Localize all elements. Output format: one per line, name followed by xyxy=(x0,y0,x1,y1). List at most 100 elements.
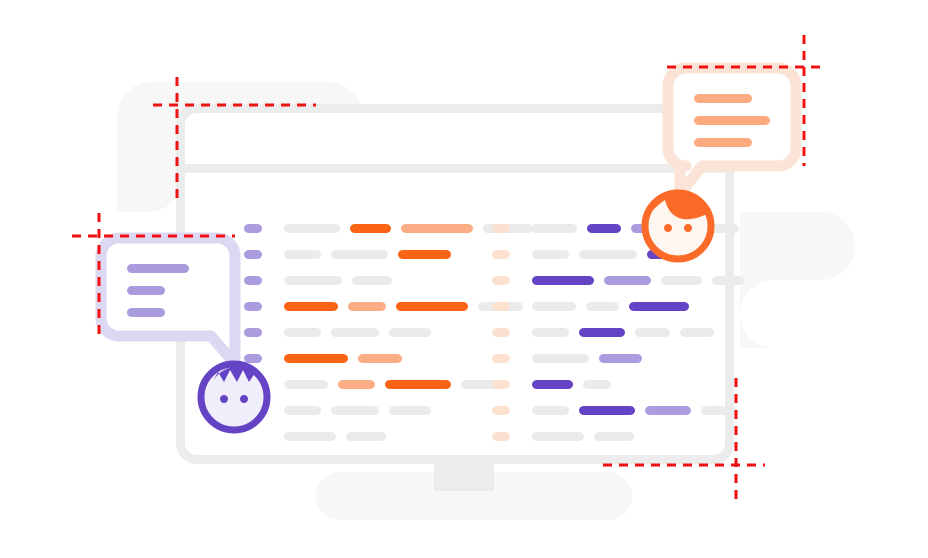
code-token xyxy=(532,432,584,441)
monitor-header-divider xyxy=(176,164,734,173)
code-token xyxy=(284,406,321,415)
bubble-text-line xyxy=(127,286,165,295)
code-gutter-marker xyxy=(244,302,262,311)
code-row xyxy=(492,328,714,337)
code-gutter-marker xyxy=(244,250,262,259)
code-gutter-marker xyxy=(492,276,510,285)
code-token xyxy=(532,302,576,311)
chat-bubbles[interactable] xyxy=(95,62,802,370)
code-token xyxy=(284,432,336,441)
code-row xyxy=(492,354,642,363)
avatar-eye-right xyxy=(684,224,692,232)
code-token xyxy=(284,302,338,311)
code-token xyxy=(358,354,402,363)
code-token xyxy=(532,354,589,363)
code-token xyxy=(701,406,737,415)
blob-top-left-foot xyxy=(117,140,182,212)
code-row xyxy=(492,302,689,311)
code-row xyxy=(244,276,392,285)
code-token xyxy=(350,224,391,233)
code-token xyxy=(284,328,321,337)
bubble-text-line xyxy=(694,138,752,147)
bubble-outline[interactable] xyxy=(95,232,241,370)
avatar-head[interactable] xyxy=(197,360,271,434)
code-token xyxy=(331,250,388,259)
code-token xyxy=(629,302,689,311)
chat-bubble-purple[interactable] xyxy=(95,232,241,370)
code-gutter-marker xyxy=(492,328,510,337)
code-token xyxy=(532,276,594,285)
code-token xyxy=(635,328,670,337)
code-token xyxy=(385,380,451,389)
code-token xyxy=(532,406,569,415)
code-token xyxy=(680,328,714,337)
alignment-guides xyxy=(72,35,827,502)
code-token xyxy=(346,432,386,441)
code-token xyxy=(352,276,392,285)
code-token xyxy=(712,276,744,285)
avatar-hair xyxy=(647,193,707,222)
avatar-eye-left xyxy=(220,395,228,403)
code-row xyxy=(244,302,523,311)
code-token xyxy=(586,302,619,311)
code-token xyxy=(532,328,569,337)
code-token xyxy=(645,406,691,415)
code-row xyxy=(244,250,451,259)
code-row xyxy=(284,432,386,441)
code-gutter-marker xyxy=(492,432,510,441)
code-token xyxy=(284,380,328,389)
code-gutter-marker xyxy=(492,302,510,311)
code-token xyxy=(284,250,321,259)
bubble-text-line xyxy=(694,94,752,103)
code-token xyxy=(579,250,637,259)
code-token xyxy=(338,380,375,389)
code-row xyxy=(244,328,431,337)
code-token xyxy=(331,328,379,337)
code-token xyxy=(389,406,431,415)
avatar-eye-right xyxy=(240,395,248,403)
code-token xyxy=(579,328,625,337)
code-token xyxy=(532,380,573,389)
code-gutter-marker xyxy=(492,380,510,389)
user-avatars[interactable] xyxy=(197,189,715,434)
code-gutter-marker xyxy=(244,224,262,233)
code-token xyxy=(389,328,431,337)
code-token xyxy=(583,380,611,389)
code-token xyxy=(284,224,340,233)
code-token xyxy=(661,276,702,285)
code-row xyxy=(492,380,611,389)
code-token xyxy=(532,224,577,233)
code-row xyxy=(492,276,744,285)
code-gutter-marker xyxy=(492,406,510,415)
bubble-text-line xyxy=(127,264,189,273)
code-gutter-marker xyxy=(492,224,510,233)
code-token xyxy=(587,224,621,233)
code-row xyxy=(244,354,402,363)
code-row xyxy=(244,224,533,233)
code-gutter-marker xyxy=(244,276,262,285)
code-token xyxy=(604,276,651,285)
code-gutter-marker xyxy=(244,354,262,363)
desktop-monitor xyxy=(176,104,734,491)
code-token xyxy=(348,302,386,311)
avatar-purple-user[interactable] xyxy=(197,360,271,434)
code-token xyxy=(331,406,379,415)
avatar-orange-user[interactable] xyxy=(641,189,715,263)
blob-right-bracket xyxy=(740,212,855,348)
code-row xyxy=(492,432,634,441)
bubble-text-line xyxy=(694,116,770,125)
code-token xyxy=(401,224,473,233)
code-token xyxy=(396,302,468,311)
code-token xyxy=(284,276,342,285)
code-row xyxy=(492,406,737,415)
code-token xyxy=(398,250,451,259)
code-token xyxy=(284,354,348,363)
bubble-text-line xyxy=(127,308,165,317)
code-gutter-marker xyxy=(492,354,510,363)
code-gutter-marker xyxy=(244,328,262,337)
chat-bubble-orange[interactable] xyxy=(662,62,802,200)
code-token xyxy=(599,354,642,363)
code-token xyxy=(594,432,634,441)
